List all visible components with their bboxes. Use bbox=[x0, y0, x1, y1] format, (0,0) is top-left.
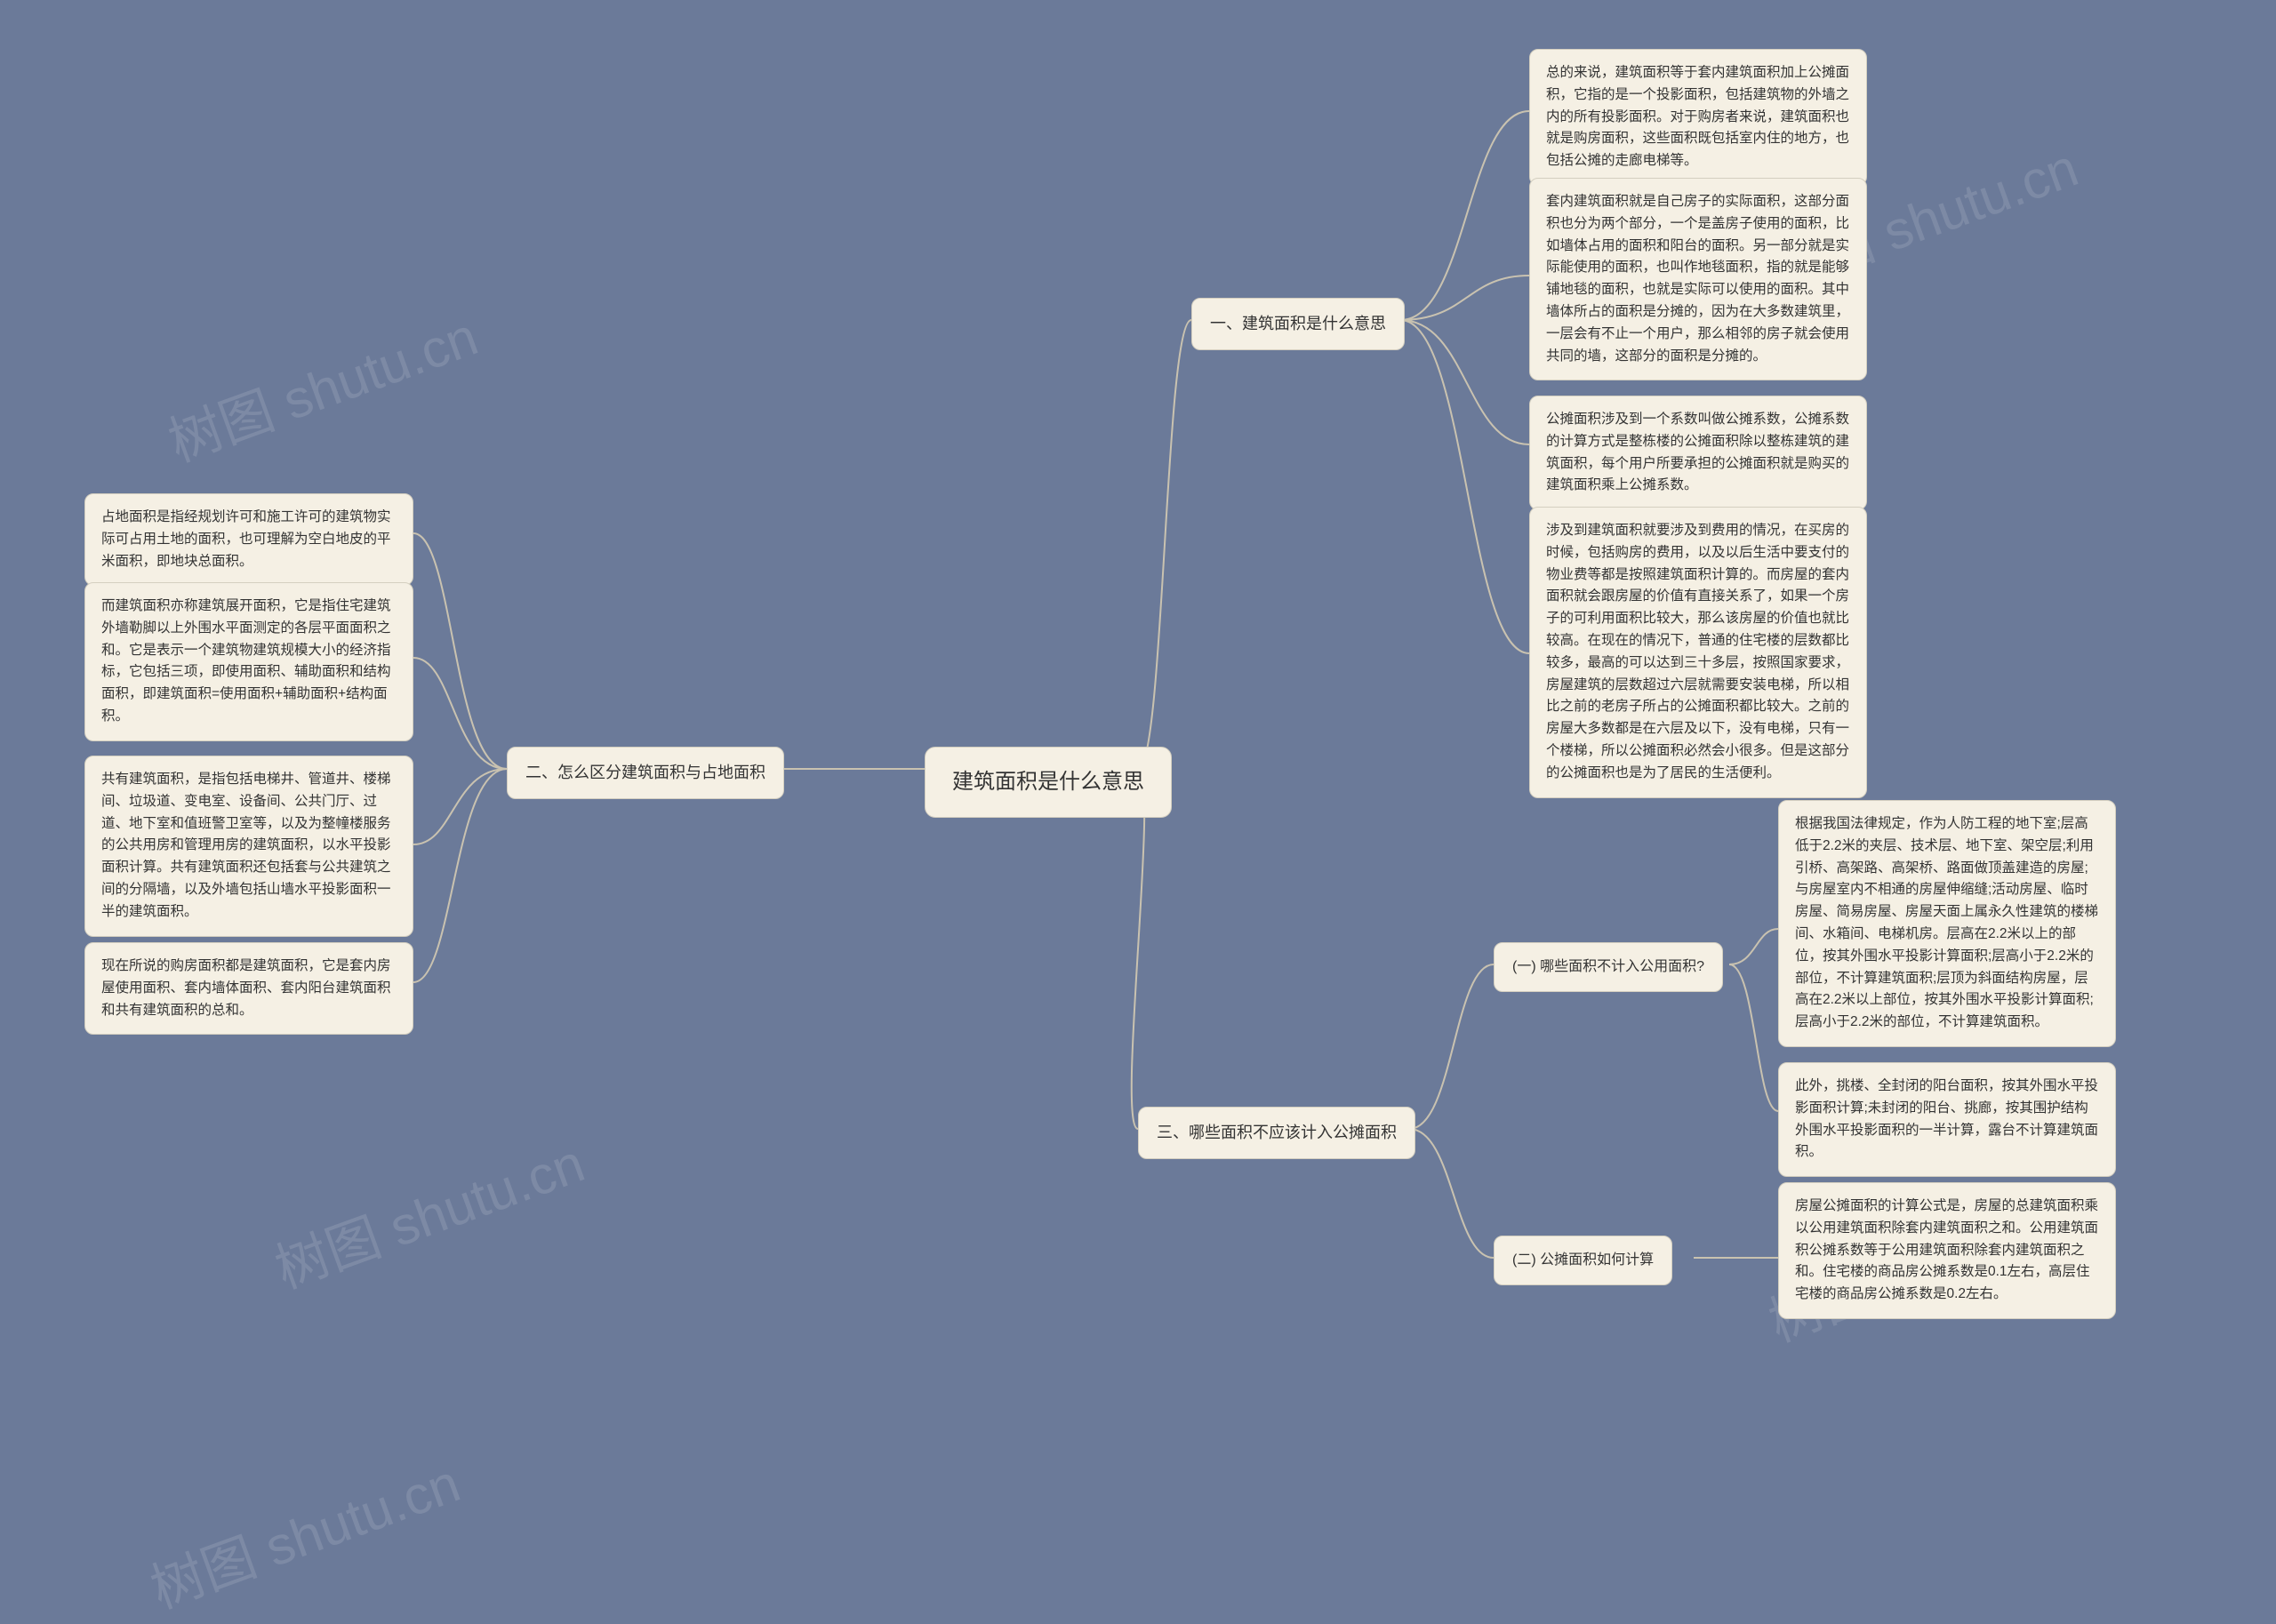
branch-1[interactable]: 一、建筑面积是什么意思 bbox=[1191, 298, 1405, 350]
sub-branch-3-1[interactable]: (一) 哪些面积不计入公用面积? bbox=[1494, 942, 1723, 992]
leaf-b1-1[interactable]: 总的来说，建筑面积等于套内建筑面积加上公摊面积，它指的是一个投影面积，包括建筑物… bbox=[1529, 49, 1867, 186]
leaf-b3-1-1[interactable]: 根据我国法律规定，作为人防工程的地下室;层高低于2.2米的夹层、技术层、地下室、… bbox=[1778, 800, 2116, 1047]
watermark: 树图 shutu.cn bbox=[156, 293, 486, 476]
branch-3[interactable]: 三、哪些面积不应该计入公摊面积 bbox=[1138, 1107, 1415, 1159]
leaf-b2-2[interactable]: 而建筑面积亦称建筑展开面积，它是指住宅建筑外墙勒脚以上外围水平面测定的各层平面面… bbox=[84, 582, 413, 741]
leaf-b1-2[interactable]: 套内建筑面积就是自己房子的实际面积，这部分面积也分为两个部分，一个是盖房子使用的… bbox=[1529, 178, 1867, 380]
root-node[interactable]: 建筑面积是什么意思 bbox=[925, 747, 1172, 818]
leaf-b2-4[interactable]: 现在所说的购房面积都是建筑面积，它是套内房屋使用面积、套内墙体面积、套内阳台建筑… bbox=[84, 942, 413, 1035]
leaf-b2-1[interactable]: 占地面积是指经规划许可和施工许可的建筑物实际可占用土地的面积，也可理解为空白地皮… bbox=[84, 493, 413, 586]
leaf-b1-3[interactable]: 公摊面积涉及到一个系数叫做公摊系数，公摊系数的计算方式是整栋楼的公摊面积除以整栋… bbox=[1529, 396, 1867, 510]
watermark: 树图 shutu.cn bbox=[139, 1440, 469, 1623]
watermark: 树图 shutu.cn bbox=[263, 1120, 593, 1303]
branch-2[interactable]: 二、怎么区分建筑面积与占地面积 bbox=[507, 747, 784, 799]
leaf-b3-2-1[interactable]: 房屋公摊面积的计算公式是，房屋的总建筑面积乘以公用建筑面积除套内建筑面积之和。公… bbox=[1778, 1182, 2116, 1319]
leaf-b1-4[interactable]: 涉及到建筑面积就要涉及到费用的情况，在买房的时候，包括购房的费用，以及以后生活中… bbox=[1529, 507, 1867, 798]
leaf-b2-3[interactable]: 共有建筑面积，是指包括电梯井、管道井、楼梯间、垃圾道、变电室、设备间、公共门厅、… bbox=[84, 756, 413, 937]
leaf-b3-1-2[interactable]: 此外，挑楼、全封闭的阳台面积，按其外围水平投影面积计算;未封闭的阳台、挑廊，按其… bbox=[1778, 1062, 2116, 1177]
sub-branch-3-2[interactable]: (二) 公摊面积如何计算 bbox=[1494, 1236, 1672, 1285]
